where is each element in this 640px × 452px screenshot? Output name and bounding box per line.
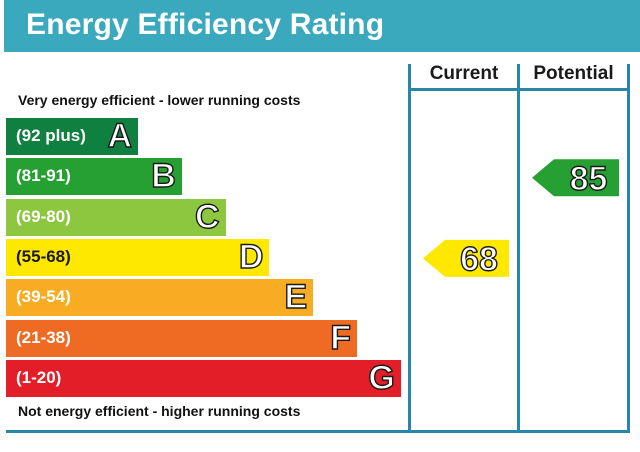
band-range-label: (69-80) <box>16 206 71 226</box>
band-c: (69-80) C <box>6 197 226 236</box>
band-g: (1-20) G <box>6 358 401 397</box>
potential-rating-value: 85 <box>570 160 608 198</box>
band-letter: D <box>238 237 264 276</box>
frame-bottom-rule <box>6 430 630 433</box>
header-banner: Energy Efficiency Rating <box>4 0 640 52</box>
band-range-label: (39-54) <box>16 287 71 307</box>
band-b: (81-91) B <box>6 157 182 196</box>
band-f: (21-38) F <box>6 318 357 357</box>
band-letter: C <box>194 197 220 236</box>
frame-header-rule <box>408 88 630 91</box>
top-caption: Very energy efficient - lower running co… <box>18 92 301 108</box>
band-range-label: (1-20) <box>16 367 62 387</box>
chart-title: Energy Efficiency Rating <box>26 8 385 41</box>
potential-rating-arrow: 85 <box>532 159 619 199</box>
band-range-label: (21-38) <box>16 327 71 347</box>
frame-right-edge <box>627 64 630 432</box>
band-a: (92 plus) A <box>6 116 138 156</box>
band-d: (55-68) D <box>6 237 270 277</box>
potential-column-header: Potential <box>533 63 614 84</box>
current-column-header: Current <box>429 63 499 84</box>
band-range-label: (55-68) <box>16 246 71 266</box>
band-letter: F <box>330 318 352 357</box>
frame-middle-divider <box>517 64 520 432</box>
bottom-caption: Not energy efficient - higher running co… <box>18 403 301 419</box>
band-letter: B <box>151 157 177 196</box>
potential-arrow-shape <box>532 159 619 197</box>
frame-left-divider <box>408 64 411 432</box>
current-rating-value: 68 <box>460 240 498 278</box>
band-letter: E <box>284 277 308 317</box>
band-letter: A <box>107 116 133 155</box>
band-range-label: (81-91) <box>16 166 71 186</box>
band-range-label: (92 plus) <box>16 126 86 145</box>
band-letter: G <box>368 358 396 397</box>
current-arrow-shape <box>423 239 509 277</box>
band-e: (39-54) E <box>6 277 314 317</box>
current-rating-arrow: 68 <box>423 240 509 279</box>
